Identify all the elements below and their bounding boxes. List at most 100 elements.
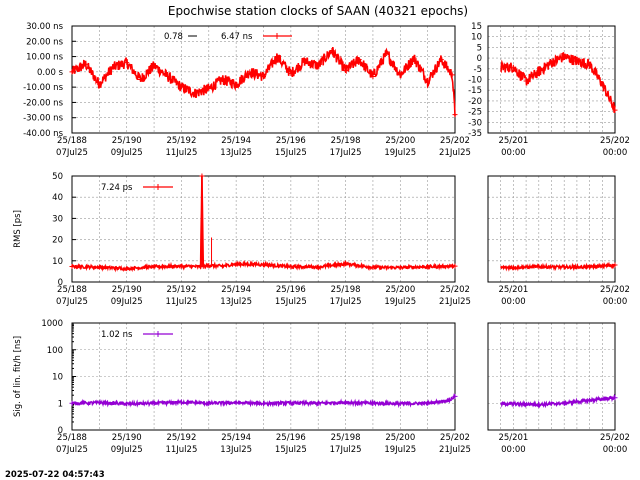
zoom-series-point xyxy=(510,265,516,271)
x-tick-label: 25/198 xyxy=(331,433,361,443)
x-tick-label: 25/190 xyxy=(112,433,142,443)
zoom-frame xyxy=(487,25,616,134)
x-tick-label: 25/201 xyxy=(498,136,528,146)
x-tick-label: 25/194 xyxy=(221,285,251,295)
series-point xyxy=(96,264,102,270)
series-point xyxy=(151,400,157,406)
zoom-series-line xyxy=(500,52,616,113)
series-point xyxy=(165,73,171,79)
x-tick-label: 25/202 xyxy=(600,136,630,146)
series-point xyxy=(192,90,198,96)
y-tick-label: -20.00 ns xyxy=(23,98,63,108)
y-tick-label: 50 xyxy=(52,172,63,182)
plot-frame xyxy=(71,322,456,431)
series-point xyxy=(124,401,130,407)
x-tick-label: 17Jul25 xyxy=(330,148,362,158)
x-tick-label: 25/194 xyxy=(221,136,251,146)
series-point xyxy=(200,263,206,269)
series-point xyxy=(178,263,184,269)
series-point xyxy=(356,57,362,63)
series-point xyxy=(397,72,403,78)
series-point xyxy=(206,262,212,268)
series-point xyxy=(447,397,453,403)
y-tick-label: -5 xyxy=(474,65,482,75)
series-point xyxy=(151,264,157,270)
y-tick-label: 10 xyxy=(471,33,482,43)
x-tick-label: 09Jul25 xyxy=(111,148,143,158)
series-point xyxy=(384,51,390,57)
series-point xyxy=(397,265,403,271)
panel-sigma: 1000100101025/18807Jul2525/19009Jul2525/… xyxy=(13,319,630,455)
zoom-series-line xyxy=(500,261,616,272)
x-tick-label: 21Jul25 xyxy=(439,445,471,455)
series-point xyxy=(315,400,321,406)
series-point xyxy=(261,400,266,406)
x-tick-label: 00:00 xyxy=(501,148,526,158)
x-tick-label: 25/188 xyxy=(57,433,87,443)
series-point xyxy=(397,401,403,407)
series-point xyxy=(288,70,294,76)
series-point xyxy=(425,264,431,270)
zoom-series-point xyxy=(510,401,516,407)
x-tick-label: 25/201 xyxy=(498,285,528,295)
chart-title: Epochwise station clocks of SAAN (40321 … xyxy=(168,4,468,18)
x-tick-label: 25/190 xyxy=(112,136,142,146)
series-point xyxy=(219,77,225,82)
x-tick-label: 25/192 xyxy=(166,285,196,295)
x-tick-label: 25/188 xyxy=(57,285,87,295)
x-tick-label: 25/188 xyxy=(57,136,87,146)
y-tick-label: 1000 xyxy=(41,319,63,329)
series-point xyxy=(124,60,130,66)
x-tick-label: 21Jul25 xyxy=(439,297,471,307)
series-point xyxy=(110,64,116,70)
x-tick-label: 25/202 xyxy=(440,433,470,443)
legend-label: 6.47 ns xyxy=(221,32,253,42)
panel-clock: 30.00 ns 20.00 ns 10.00 ns 0.00 s -10.00 ns -… xyxy=(23,22,630,158)
zoom-series-point xyxy=(536,401,542,407)
series-point xyxy=(151,63,157,69)
y-tick-label: 15 xyxy=(471,22,482,32)
y-tick-label: 20 xyxy=(52,236,63,246)
x-tick-label: 25/200 xyxy=(385,433,415,443)
legend-label: 7.24 ps xyxy=(101,183,133,193)
x-tick-label: 15Jul25 xyxy=(275,148,307,158)
x-tick-label: 25/192 xyxy=(166,136,196,146)
legend-label: 1.02 ns xyxy=(101,330,133,340)
y-tick-label: -10.00 ns xyxy=(23,83,63,93)
y-tick-label: -35 xyxy=(468,129,482,139)
x-tick-label: 15Jul25 xyxy=(275,445,307,455)
plot-frame xyxy=(71,25,456,134)
x-tick-label: 13Jul25 xyxy=(220,148,252,158)
x-tick-label: 25/202 xyxy=(440,285,470,295)
x-tick-label: 11Jul25 xyxy=(165,297,197,307)
zoom-series-point xyxy=(536,264,542,270)
panel-rms: 50 40 30 20 10 025/188 07Jul25 25/190 09Jul25 25/… xyxy=(13,172,630,307)
x-tick-label: 13Jul25 xyxy=(220,297,252,307)
y-tick-label: 30.00 ns xyxy=(26,22,63,32)
zoom-series-point xyxy=(574,58,580,64)
x-tick-label: 00:00 xyxy=(501,297,526,307)
zoom-series-point xyxy=(612,395,618,401)
series-point xyxy=(288,264,294,270)
y-tick-label: -30.00 ns xyxy=(23,114,63,124)
x-tick-label: 25/202 xyxy=(600,433,630,443)
x-tick-label: 19Jul25 xyxy=(384,297,416,307)
y-tick-label: 10 xyxy=(52,257,63,267)
y-axis-label: RMS [ps] xyxy=(13,210,23,248)
y-tick-label: 5 xyxy=(477,43,482,53)
series-point xyxy=(425,78,431,84)
y-tick-label: -10 xyxy=(468,76,482,86)
x-tick-label: 25/198 xyxy=(331,285,361,295)
series-point xyxy=(449,72,455,78)
series-point xyxy=(452,112,458,118)
series-point xyxy=(425,400,431,406)
series-point xyxy=(178,84,184,90)
zoom-series-point xyxy=(599,81,605,87)
series-point xyxy=(288,400,294,406)
series-point xyxy=(206,400,212,406)
x-tick-label: 07Jul25 xyxy=(56,297,88,307)
x-tick-label: 19Jul25 xyxy=(384,148,416,158)
zoom-series-point xyxy=(561,264,567,270)
x-tick-label: 25/194 xyxy=(221,433,251,443)
